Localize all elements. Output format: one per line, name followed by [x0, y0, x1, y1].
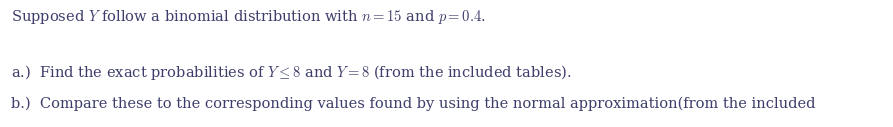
- Text: b.)  Compare these to the corresponding values found by using the normal approxi: b.) Compare these to the corresponding v…: [11, 97, 815, 111]
- Text: a.)  Find the exact probabilities of $Y \leq 8$ and $Y = 8$ (from the included t: a.) Find the exact probabilities of $Y \…: [11, 64, 572, 83]
- Text: Supposed $Y$ follow a binomial distribution with $n = 15$ and $p = 0.4$.: Supposed $Y$ follow a binomial distribut…: [11, 8, 486, 26]
